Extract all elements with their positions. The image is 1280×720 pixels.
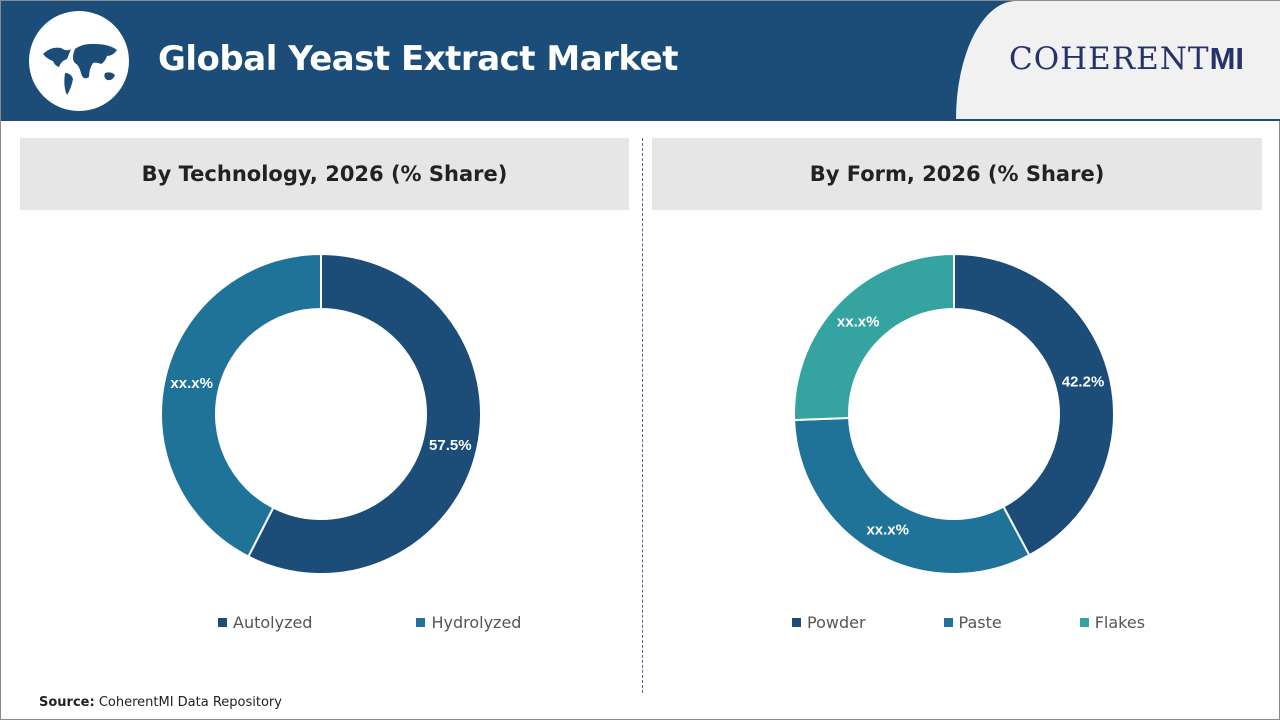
data-label: xx.x% bbox=[170, 375, 213, 392]
technology-chart-title: By Technology, 2026 (% Share) bbox=[20, 138, 629, 210]
legend-item-autolyzed: Autolyzed bbox=[218, 613, 312, 632]
data-label: xx.x% bbox=[837, 314, 880, 331]
donut-slice-hydrolyzed bbox=[160, 252, 322, 558]
source-note: Source: CoherentMI Data Repository bbox=[39, 695, 282, 710]
donut-slice-paste bbox=[793, 416, 1031, 575]
legend-item-hydrolyzed: Hydrolyzed bbox=[416, 613, 521, 632]
legend-label: Flakes bbox=[1094, 613, 1146, 632]
legend-item-flakes: Flakes bbox=[1079, 613, 1146, 632]
legend-swatch bbox=[792, 618, 801, 627]
legend-item-powder: Powder bbox=[792, 613, 866, 632]
legend-swatch bbox=[943, 618, 953, 627]
panel-divider bbox=[642, 138, 643, 693]
data-label: 57.5% bbox=[429, 437, 472, 454]
donut-slice-autolyzed bbox=[247, 252, 482, 575]
form-donut-chart: 42.2% xx.x% xx.x% bbox=[793, 252, 1115, 575]
legend-label: Paste bbox=[958, 613, 1002, 632]
legend-item-paste: Paste bbox=[943, 613, 1002, 632]
form-chart-title: By Form, 2026 (% Share) bbox=[652, 138, 1262, 210]
legend-label: Powder bbox=[807, 613, 866, 632]
legend-swatch bbox=[218, 618, 227, 627]
coherentmi-logo: COHERENTMI bbox=[1009, 41, 1245, 77]
form-legend: Powder Paste Flakes bbox=[792, 613, 1145, 632]
donut-slice-flakes bbox=[793, 252, 955, 422]
legend-label: Autolyzed bbox=[233, 613, 313, 632]
data-label: xx.x% bbox=[866, 521, 909, 538]
header-banner: Global Yeast Extract Market COHERENTMI bbox=[1, 1, 1280, 121]
technology-donut-chart: 57.5% xx.x% bbox=[160, 252, 482, 575]
data-label: 42.2% bbox=[1062, 374, 1105, 391]
legend-swatch bbox=[416, 618, 426, 627]
legend-swatch bbox=[1079, 618, 1089, 627]
globe-icon bbox=[29, 11, 129, 111]
logo-area bbox=[956, 1, 1280, 119]
technology-legend: Autolyzed Hydrolyzed bbox=[218, 613, 521, 632]
page-title: Global Yeast Extract Market bbox=[158, 39, 678, 79]
donut-slice-powder bbox=[953, 252, 1115, 557]
legend-label: Hydrolyzed bbox=[431, 613, 522, 632]
